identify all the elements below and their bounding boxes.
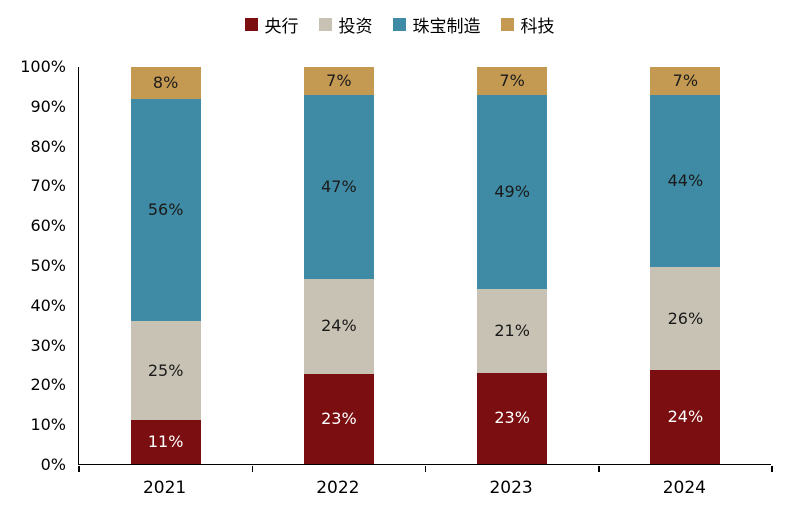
bar-segment-label: 23% <box>321 408 357 428</box>
y-tick-label: 90% <box>30 96 66 116</box>
bar-segment-label: 21% <box>494 321 530 341</box>
y-tick-label: 60% <box>30 216 66 236</box>
bar-segment: 49% <box>477 94 548 290</box>
x-tick-mark <box>78 465 80 472</box>
bar-segment: 56% <box>130 98 201 322</box>
legend-label: 投资 <box>338 17 373 37</box>
x-tick-mark <box>424 465 427 472</box>
plot-area: 11% 25% 56% 8% 23% 24% 47% 7% 23% 21% 49% 7% 24% 26% 4… <box>78 67 773 472</box>
bar-segment-label: 7% <box>326 70 352 90</box>
x-tick-mark <box>771 465 773 472</box>
legend-label: 央行 <box>264 17 299 37</box>
bar-segment-label: 24% <box>321 316 357 336</box>
legend-marker-square <box>392 18 406 31</box>
y-tick-label: 70% <box>30 176 66 196</box>
y-tick-label: 100% <box>20 57 66 76</box>
y-axis: 100% 90% 80% 70% 60% 50% 40% 30% 20% 10% 0% <box>0 57 66 474</box>
legend: 央行 投资 珠宝制造 科技 <box>0 12 799 37</box>
y-tick-label: 10% <box>30 415 66 435</box>
bar-segment: 7% <box>477 67 548 95</box>
bar-segment: 11% <box>130 420 201 464</box>
bar-segment: 23% <box>303 373 374 464</box>
bar-segment-label: 7% <box>672 70 699 90</box>
x-tick-label: 2023 <box>489 478 533 498</box>
legend-marker-square <box>244 18 258 31</box>
bar-segment-label: 26% <box>667 308 704 328</box>
bar-segment: 21% <box>477 289 548 373</box>
bar-segment: 26% <box>650 267 721 370</box>
legend-label: 科技 <box>520 17 555 37</box>
x-axis: 2021 2022 2023 2024 <box>78 478 771 504</box>
bar-segment-label: 44% <box>667 171 704 191</box>
legend-item: 投资 <box>318 12 373 37</box>
bar-segment: 7% <box>303 67 374 95</box>
x-tick-label: 2022 <box>316 478 360 498</box>
y-tick-label: 40% <box>30 295 66 315</box>
legend-marker-square <box>318 18 332 31</box>
bar-2021: 11% 25% 56% 8% <box>130 67 201 464</box>
y-tick-label: 80% <box>30 136 66 156</box>
bar-2023: 23% 21% 49% 7% <box>477 67 548 464</box>
bar-segment-label: 7% <box>499 70 525 90</box>
legend-item: 央行 <box>244 12 299 37</box>
y-tick-label: 20% <box>30 375 66 395</box>
bar-segment: 44% <box>650 94 721 268</box>
legend-item: 科技 <box>500 12 555 37</box>
legend-label: 珠宝制造 <box>412 17 481 37</box>
bar-segment: 24% <box>303 279 374 374</box>
bar-2022: 23% 24% 47% 7% <box>303 67 374 464</box>
legend-marker-square <box>500 18 514 31</box>
bar-segment-label: 25% <box>147 360 184 380</box>
bar-segment-label: 8% <box>152 72 179 92</box>
legend-item: 珠宝制造 <box>392 12 481 37</box>
y-tick-label: 50% <box>30 256 66 275</box>
bar-segment-label: 11% <box>147 432 184 452</box>
bar-segment-label: 24% <box>667 406 704 426</box>
bar-segment: 8% <box>130 67 201 99</box>
x-tick-mark <box>598 465 600 472</box>
bar-segment-label: 49% <box>494 182 530 202</box>
y-tick-label: 30% <box>30 335 66 355</box>
bar-segment-label: 56% <box>147 199 184 219</box>
x-tick-label: 2024 <box>662 478 706 498</box>
x-tick-label: 2021 <box>142 478 187 498</box>
y-tick-label: 0% <box>40 455 66 474</box>
bar-segment-label: 23% <box>494 408 530 428</box>
bar-segment: 7% <box>650 67 721 95</box>
bar-segment-label: 47% <box>321 176 357 196</box>
bar-2024: 24% 26% 44% 7% <box>650 67 721 464</box>
bar-segment: 24% <box>650 369 721 464</box>
bar-segment: 47% <box>303 94 374 280</box>
x-tick-mark <box>251 465 253 472</box>
bar-segment: 23% <box>477 372 548 464</box>
bar-segment: 25% <box>130 321 201 421</box>
